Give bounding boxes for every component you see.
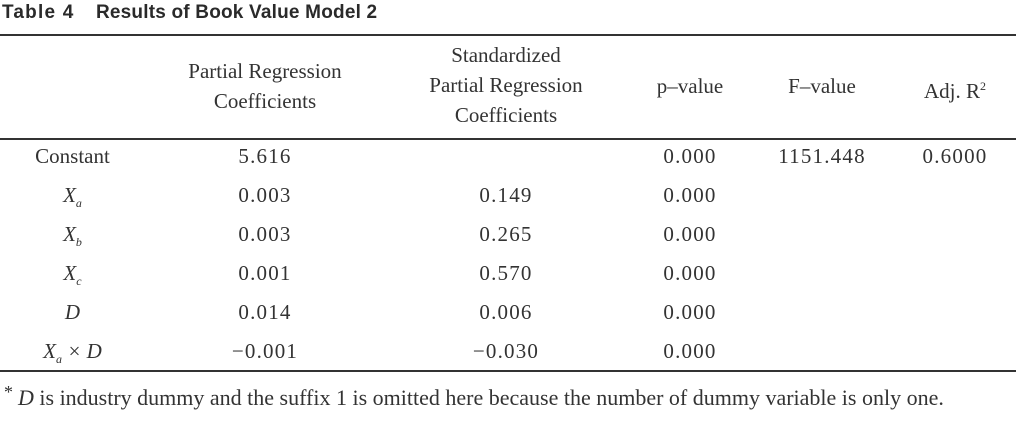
cell-prc: 5.616 [238,144,292,168]
cell-f: 1151.448 [778,144,866,168]
header-sprc-line2: Partial Regression [429,73,583,97]
footnote-symbol: D [18,385,34,410]
header-adj-sup: 2 [980,79,986,93]
cell-sprc: 0.265 [479,222,533,246]
cell-prc: 0.003 [238,222,292,246]
cell-adj: 0.6000 [922,144,988,168]
header-sprc-line3: Coefficients [454,103,558,127]
variable-symbol: X [63,261,77,285]
cell-sprc: −0.030 [472,339,540,363]
table-number: Table 4 [2,2,75,23]
cell-prc: −0.001 [231,339,299,363]
header-sprc-line1: Standardized [451,43,561,67]
variable-subscript: c [76,274,82,289]
variable-symbol: X [63,222,76,246]
top-rule [0,34,1016,36]
row-variable: Xb [0,219,145,257]
cell-sprc: 0.006 [479,300,533,324]
header-adj-r2: Adj. R2 [900,71,1010,106]
cell-prc: 0.001 [238,261,292,285]
cell-p: 0.000 [663,339,717,363]
row-variable: Constant [0,141,145,171]
footnote: * D is industry dummy and the suffix 1 i… [4,382,1008,414]
row-variable: Xa [0,180,145,218]
header-prc-line1: Partial Regression [188,59,342,83]
cell-prc: 0.014 [238,300,292,324]
variable-symbol: D [64,300,81,324]
table-title: Results of Book Value Model 2 [95,2,378,23]
header-sprc: Standardized Partial Regression Coeffici… [386,40,626,130]
cell-p: 0.000 [663,183,717,207]
variable-subscript: a [55,352,62,367]
row-variable: Xa × D [0,336,145,374]
cell-sprc: 0.570 [479,261,533,285]
cell-p: 0.000 [663,261,717,285]
footnote-marker: * [4,382,13,402]
header-prc-line2: Coefficients [213,89,317,113]
variable-suffix: × D [61,339,102,363]
header-p-value: p–value [656,74,724,98]
variable-symbol: X [43,339,56,363]
bottom-rule [0,370,1016,372]
cell-prc: 0.003 [238,183,292,207]
header-adj-label: Adj. R [923,79,980,103]
header-rule [0,138,1016,140]
variable-subscript: a [75,196,82,211]
cell-sprc: 0.149 [479,183,533,207]
row-variable: Xc [0,258,145,296]
footnote-text: is industry dummy and the suffix 1 is om… [33,385,944,410]
cell-p: 0.000 [663,144,717,168]
header-f-value: F–value [788,74,856,98]
variable-symbol: Constant [35,144,110,168]
cell-p: 0.000 [663,300,717,324]
row-variable: D [0,297,145,327]
header-prc: Partial Regression Coefficients [145,56,385,116]
table-caption: Table 4 Results of Book Value Model 2 [2,2,377,24]
variable-symbol: X [63,183,76,207]
variable-subscript: b [75,235,82,250]
cell-p: 0.000 [663,222,717,246]
